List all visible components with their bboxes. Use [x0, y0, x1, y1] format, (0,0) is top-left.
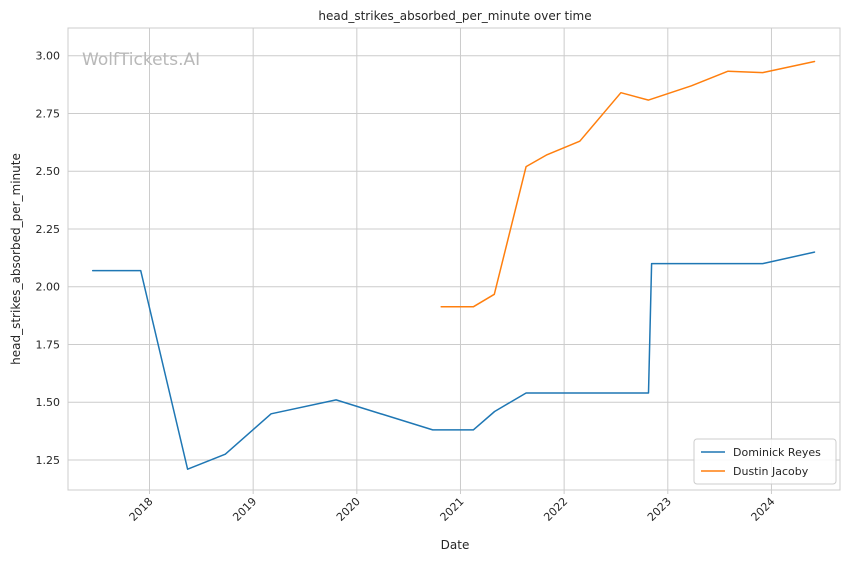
data-point	[620, 92, 622, 94]
data-point	[335, 399, 337, 401]
data-point	[493, 293, 495, 295]
y-axis-ticks: 1.25 1.50 1.75 2.00 2.25 2.50 2.75 3.00	[36, 50, 61, 467]
data-point	[651, 263, 653, 265]
data-point	[494, 410, 496, 412]
data-point	[814, 251, 816, 253]
data-point	[727, 70, 729, 72]
data-point	[270, 413, 272, 415]
y-tick-label: 1.75	[36, 338, 61, 351]
data-point	[140, 270, 142, 272]
data-point	[579, 140, 581, 142]
y-tick-label: 1.50	[36, 396, 61, 409]
legend-entry-dominick-reyes: Dominick Reyes	[701, 446, 821, 459]
data-point	[432, 429, 434, 431]
y-tick-label: 2.50	[36, 165, 61, 178]
data-point	[92, 270, 94, 272]
chart-title: head_strikes_absorbed_per_minute over ti…	[318, 9, 591, 23]
data-point	[187, 468, 189, 470]
data-point	[647, 392, 649, 394]
y-tick-label: 3.00	[36, 50, 61, 63]
data-point	[762, 72, 764, 74]
x-axis-title: Date	[441, 538, 470, 552]
legend-box	[693, 438, 837, 485]
data-point	[647, 99, 649, 101]
data-point	[690, 85, 692, 87]
data-point	[762, 263, 764, 265]
data-point	[472, 306, 474, 308]
y-axis-title: head_strikes_absorbed_per_minute	[9, 153, 23, 365]
data-point	[525, 166, 527, 168]
data-point	[545, 154, 547, 156]
y-tick-label: 1.25	[36, 454, 61, 467]
legend-label: Dustin Jacoby	[733, 465, 809, 478]
data-point	[814, 60, 816, 62]
legend: Dominick Reyes Dustin Jacoby	[693, 438, 837, 485]
y-tick-label: 2.00	[36, 281, 61, 294]
y-tick-label: 2.75	[36, 107, 61, 120]
data-point	[224, 453, 226, 455]
plot-frame	[67, 27, 841, 491]
series-line-dustin-jacoby	[440, 60, 816, 308]
series-line-dominick-reyes	[91, 251, 816, 470]
legend-label: Dominick Reyes	[733, 446, 821, 459]
legend-entry-dustin-jacoby: Dustin Jacoby	[701, 465, 809, 478]
data-point	[525, 392, 527, 394]
grid-lines	[68, 28, 840, 490]
watermark: WolfTickets.AI	[82, 50, 200, 70]
data-point	[472, 429, 474, 431]
y-tick-label: 2.25	[36, 223, 61, 236]
data-point	[440, 306, 442, 308]
series-lines	[91, 60, 816, 470]
